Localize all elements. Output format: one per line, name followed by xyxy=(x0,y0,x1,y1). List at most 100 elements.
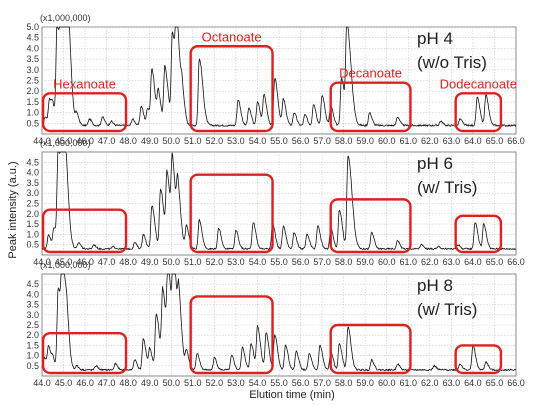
x-tick-label: 60.0 xyxy=(378,257,396,267)
region-box xyxy=(41,331,128,375)
x-tick-label: 57.0 xyxy=(313,257,331,267)
x-tick-label: 61.0 xyxy=(400,136,418,146)
y-tick-label: 3.0 xyxy=(26,310,39,320)
region-box xyxy=(41,208,128,254)
region-label: Octanoate xyxy=(202,29,262,44)
x-tick-label: 45.0 xyxy=(55,378,73,388)
x-tick-label: 49.0 xyxy=(141,257,159,267)
region-label: Decanoate xyxy=(339,66,402,81)
x-tick-label: 60.0 xyxy=(378,378,396,388)
x-tick-label: 65.0 xyxy=(486,136,504,146)
y-tick-label: 1.5 xyxy=(26,97,39,107)
condition-sublabel: (w/ Tris) xyxy=(417,300,477,319)
x-tick-label: 64.0 xyxy=(464,257,482,267)
x-tick-label: 52.0 xyxy=(206,136,224,146)
region-box xyxy=(454,214,503,254)
x-tick-label: 59.0 xyxy=(356,136,374,146)
y-tick-label: 2.0 xyxy=(26,209,39,219)
x-tick-label: 53.0 xyxy=(227,257,245,267)
x-tick-label: 61.0 xyxy=(400,257,418,267)
y-tick-label: 1.0 xyxy=(26,351,39,361)
chromatogram-trace xyxy=(41,151,517,251)
x-tick-label: 52.0 xyxy=(206,378,224,388)
x-tick-label: 56.0 xyxy=(292,257,310,267)
x-tick-label: 57.0 xyxy=(313,136,331,146)
x-tick-label: 53.0 xyxy=(227,378,245,388)
condition-label: pH 4 xyxy=(417,29,453,48)
x-tick-label: 56.0 xyxy=(292,378,310,388)
region-label: Hexanoate xyxy=(53,76,116,91)
x-tick-label: 53.0 xyxy=(227,136,245,146)
x-tick-label: 47.0 xyxy=(98,378,116,388)
y-tick-label: 4.5 xyxy=(26,33,39,43)
x-tick-label: 52.0 xyxy=(206,257,224,267)
y-tick-label: 4.0 xyxy=(26,168,39,178)
x-tick-label: 61.0 xyxy=(400,378,418,388)
y-scale-multiplier: (x1,000,000) xyxy=(40,13,91,23)
x-tick-label: 59.0 xyxy=(356,378,374,388)
x-tick-label: 64.0 xyxy=(464,378,482,388)
region-box xyxy=(189,295,274,375)
x-tick-label: 66.0 xyxy=(507,378,525,388)
x-tick-label: 50.0 xyxy=(163,257,181,267)
x-tick-label: 57.0 xyxy=(313,378,331,388)
y-tick-label: 2.5 xyxy=(26,76,39,86)
x-tick-label: 66.0 xyxy=(507,136,525,146)
chromatogram-trace xyxy=(41,26,517,127)
y-tick-label: 1.5 xyxy=(26,340,39,350)
x-tick-label: 62.0 xyxy=(421,136,439,146)
condition-label: pH 6 xyxy=(417,154,453,173)
x-tick-label: 64.0 xyxy=(464,136,482,146)
x-tick-label: 55.0 xyxy=(270,257,288,267)
x-tick-label: 65.0 xyxy=(486,378,504,388)
x-tick-label: 50.0 xyxy=(163,136,181,146)
y-tick-label: 2.5 xyxy=(26,320,39,330)
x-tick-label: 50.0 xyxy=(163,378,181,388)
x-tick-label: 54.0 xyxy=(249,378,267,388)
y-tick-label: 4.5 xyxy=(26,279,39,289)
y-tick-label: 2.5 xyxy=(26,199,39,209)
y-tick-label: 3.0 xyxy=(26,65,39,75)
x-tick-label: 46.0 xyxy=(76,136,94,146)
x-tick-label: 47.0 xyxy=(98,257,116,267)
condition-sublabel: (w/ Tris) xyxy=(417,178,477,197)
x-tick-label: 46.0 xyxy=(76,257,94,267)
x-tick-label: 58.0 xyxy=(335,378,353,388)
x-tick-label: 45.0 xyxy=(55,136,73,146)
y-tick-label: 3.5 xyxy=(26,54,39,64)
y-tick-label: 1.0 xyxy=(26,108,39,118)
y-tick-label: 4.0 xyxy=(26,43,39,53)
region-box xyxy=(329,323,412,375)
x-tick-label: 55.0 xyxy=(270,136,288,146)
y-tick-label: 1.5 xyxy=(26,219,39,229)
region-box xyxy=(189,45,274,133)
x-tick-label: 48.0 xyxy=(119,136,137,146)
y-tick-label: 0.5 xyxy=(26,118,39,128)
region-box xyxy=(454,92,503,133)
x-tick-label: 56.0 xyxy=(292,136,310,146)
x-tick-label: 54.0 xyxy=(249,257,267,267)
x-tick-label: 58.0 xyxy=(335,257,353,267)
x-tick-label: 44.0 xyxy=(33,136,51,146)
x-tick-label: 51.0 xyxy=(184,136,202,146)
x-tick-label: 46.0 xyxy=(76,378,94,388)
y-scale-multiplier: (x1,000,000) xyxy=(40,260,91,270)
x-tick-label: 63.0 xyxy=(443,257,461,267)
condition-sublabel: (w/o Tris) xyxy=(417,53,487,72)
y-axis-label: Peak intensity (a.u.) xyxy=(7,161,19,258)
x-tick-label: 48.0 xyxy=(119,257,137,267)
region-box xyxy=(329,81,412,133)
x-tick-label: 45.0 xyxy=(55,257,73,267)
region-box xyxy=(189,173,274,254)
y-tick-label: 0.5 xyxy=(26,240,39,250)
y-tick-label: 2.0 xyxy=(26,86,39,96)
x-axis-label: Elution time (min) xyxy=(249,389,335,401)
x-tick-label: 54.0 xyxy=(249,136,267,146)
x-tick-label: 48.0 xyxy=(119,378,137,388)
x-tick-label: 44.0 xyxy=(33,257,51,267)
y-tick-label: 3.5 xyxy=(26,300,39,310)
y-tick-label: 5.0 xyxy=(26,22,39,32)
y-tick-label: 3.0 xyxy=(26,188,39,198)
x-tick-label: 47.0 xyxy=(98,136,116,146)
x-tick-label: 55.0 xyxy=(270,378,288,388)
